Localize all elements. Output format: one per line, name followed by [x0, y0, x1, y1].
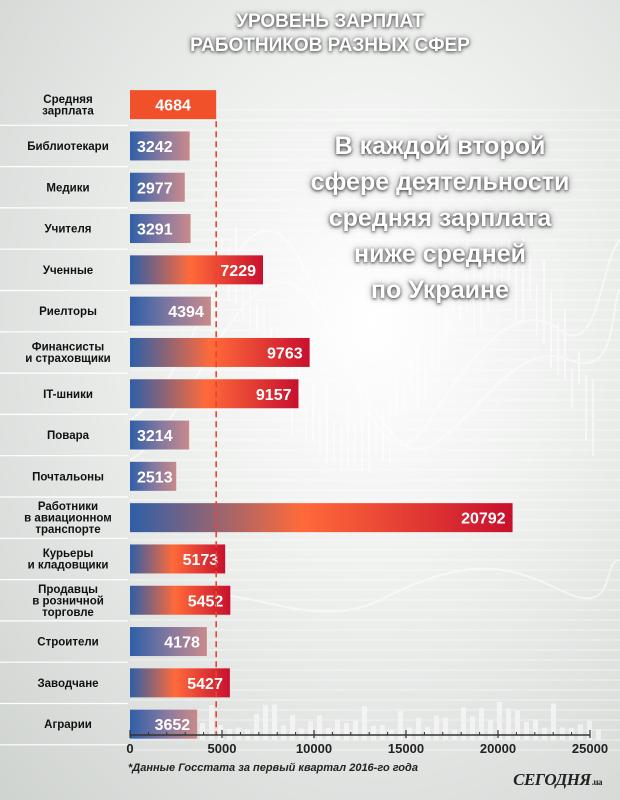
category-label: Продавцы в розничной торговле	[32, 584, 104, 619]
logo-suffix: .ua	[591, 777, 603, 787]
category-label: Средняя зарплата	[42, 94, 94, 118]
bar	[130, 585, 231, 615]
data-label: 2513	[137, 469, 173, 486]
bar	[130, 90, 217, 120]
title-line-2: РАБОТНИКОВ РАЗНЫХ СФЕР	[190, 35, 470, 56]
data-label: 4684	[155, 98, 191, 115]
data-label: 20792	[461, 511, 506, 528]
headline-line-2: сфере деятельности	[310, 168, 570, 196]
x-tick-label: 0	[126, 741, 133, 756]
x-tick-label: 10000	[296, 741, 332, 756]
bar	[130, 172, 185, 202]
bar	[130, 668, 230, 698]
x-tick-label: 5000	[208, 741, 237, 756]
data-label: 3652	[155, 717, 191, 734]
footnote: *Данные Госстата за первый квартал 2016-…	[128, 762, 418, 774]
category-label: Курьеры и кладовщики	[28, 548, 109, 572]
data-label: 4394	[168, 304, 204, 321]
data-label: 7229	[220, 263, 256, 280]
category-label: Медики	[46, 182, 89, 194]
data-label: 9763	[267, 345, 303, 362]
bar	[130, 337, 310, 367]
data-label: 5427	[187, 676, 223, 693]
logo-text: СЕГОДНЯ	[513, 770, 591, 789]
category-label: Риелторы	[39, 306, 97, 318]
category-label: Заводчане	[37, 678, 98, 690]
publisher-logo: СЕГОДНЯ.ua	[513, 770, 602, 790]
bar	[130, 503, 513, 533]
bar	[130, 420, 190, 450]
data-label: 3242	[137, 139, 173, 156]
headline-line-5: по Украине	[371, 276, 509, 304]
category-label: Работники в авиационном транспорте	[24, 501, 112, 536]
bar	[130, 255, 264, 285]
bar	[130, 544, 226, 574]
category-label: Строители	[37, 637, 98, 649]
category-label: Аграрии	[44, 719, 92, 731]
bar	[130, 214, 191, 244]
x-tick-label: 25000	[572, 741, 608, 756]
data-label: 5452	[188, 593, 224, 610]
chart-title: УРОВЕНЬ ЗАРПЛАТ РАБОТНИКОВ РАЗНЫХ СФЕР	[0, 10, 620, 58]
category-label: Финансисты и страховщики	[25, 342, 111, 366]
data-label: 5173	[183, 552, 219, 569]
category-label: Учителя	[45, 224, 92, 236]
category-label: Библиотекари	[27, 141, 109, 153]
headline-line-4: ниже средней	[353, 240, 527, 268]
data-label: 4178	[164, 635, 200, 652]
headline: В каждой второй сфере деятельности средн…	[300, 128, 580, 308]
category-label: IT-шники	[43, 389, 93, 401]
bar	[130, 131, 190, 161]
title-line-1: УРОВЕНЬ ЗАРПЛАТ	[236, 11, 424, 32]
bar	[130, 709, 198, 739]
bar	[130, 296, 211, 326]
data-label: 9157	[256, 387, 292, 404]
x-tick-label: 20000	[480, 741, 516, 756]
data-label: 2977	[137, 180, 173, 197]
x-tick-label: 15000	[388, 741, 424, 756]
bar	[130, 461, 177, 491]
headline-line-1: В каждой второй	[334, 132, 546, 160]
category-label: Повара	[47, 430, 90, 442]
category-label: Ученные	[43, 265, 93, 277]
headline-line-3: средняя зарплата	[328, 204, 552, 232]
data-label: 3291	[137, 222, 173, 239]
category-label: Почтальоны	[32, 471, 104, 483]
bar	[130, 627, 207, 657]
data-label: 3214	[137, 428, 173, 445]
bar	[130, 379, 299, 409]
